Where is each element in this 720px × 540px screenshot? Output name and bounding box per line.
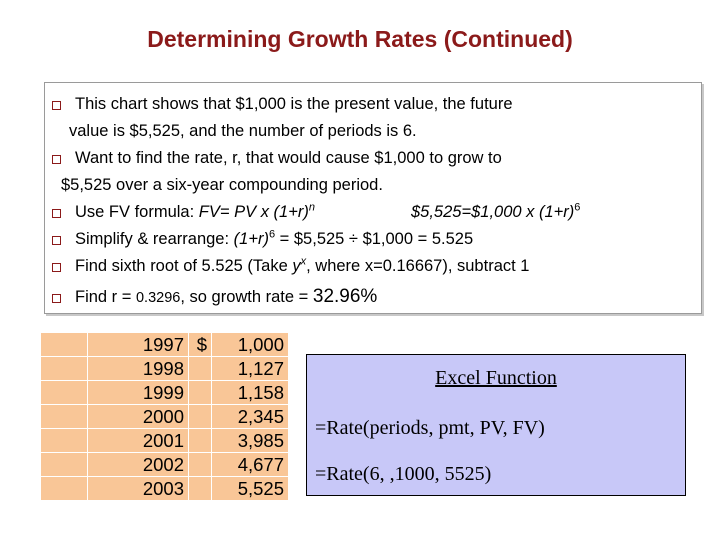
dollar-cell <box>188 476 212 501</box>
table-cell <box>40 380 88 405</box>
year-cell: 2001 <box>87 428 189 453</box>
growth-data-table: 1997 $ 1,000 1998 1,127 1999 1,158 2000 … <box>40 332 289 501</box>
bullet-3: Use FV formula: FV= PV x (1+r)n <box>75 201 315 222</box>
bullet-5-y: y <box>292 257 301 275</box>
table-cell <box>40 332 88 357</box>
dollar-cell <box>188 356 212 381</box>
bullet-4: Simplify & rearrange: (1+r)6 = $5,525 ÷ … <box>75 228 474 249</box>
value-cell: 3,985 <box>211 428 289 453</box>
rearranged-formula-exponent: 6 <box>268 228 276 241</box>
value-cell: 4,677 <box>211 452 289 477</box>
table-row: 2002 4,677 <box>40 452 289 477</box>
fv-example-exponent: 6 <box>574 201 581 214</box>
rate-example: =Rate(6, ,1000, 5525) <box>315 463 492 485</box>
bullet-5-rest: , where x=0.16667), subtract 1 <box>306 257 530 275</box>
bullet-3-prefix: Use FV formula: <box>75 203 199 221</box>
table-row: 2000 2,345 <box>40 404 289 429</box>
fv-formula: FV= PV x (1+r) <box>198 203 309 221</box>
table-row: 1997 $ 1,000 <box>40 332 289 357</box>
table-cell <box>40 404 88 429</box>
slide-title: Determining Growth Rates (Continued) <box>147 26 573 52</box>
value-cell: 2,345 <box>211 404 289 429</box>
dollar-cell <box>188 428 212 453</box>
bullet-5: Find sixth root of 5.525 (Take yx, where… <box>75 255 530 276</box>
year-cell: 1999 <box>87 380 189 405</box>
bullet-marker <box>52 294 61 303</box>
table-cell <box>40 476 88 501</box>
bullet-marker <box>52 209 61 218</box>
growth-rate-value: 32.96% <box>312 286 378 307</box>
year-cell: 2000 <box>87 404 189 429</box>
bullet-6-mid: , so growth rate = <box>180 288 313 306</box>
table-cell <box>40 428 88 453</box>
table-row: 2003 5,525 <box>40 476 289 501</box>
bullet-1-line-2: value is $5,525, and the number of perio… <box>69 122 417 140</box>
bullet-marker <box>52 236 61 245</box>
value-cell: 1,158 <box>211 380 289 405</box>
bullet-2-line-1: Want to find the rate, r, that would cau… <box>75 149 502 167</box>
bullet-5-x: x <box>300 255 307 268</box>
year-cell: 1998 <box>87 356 189 381</box>
bullet-6-prefix: Find r = <box>75 288 136 306</box>
bullet-2-line-2: $5,525 over a six-year compounding perio… <box>61 176 383 194</box>
table-cell <box>40 452 88 477</box>
fv-example: $5,525=$1,000 x (1+r) <box>411 203 575 221</box>
excel-function-box: Excel Function =Rate(periods, pmt, PV, F… <box>306 354 686 496</box>
bullet-marker <box>52 101 61 110</box>
year-cell: 1997 <box>87 332 189 357</box>
dollar-cell <box>188 404 212 429</box>
dollar-cell <box>188 452 212 477</box>
bullet-6-rate: 0.3296 <box>135 290 181 306</box>
rearranged-formula: (1+r) <box>233 230 269 248</box>
bullet-marker <box>52 155 61 164</box>
year-cell: 2003 <box>87 476 189 501</box>
value-cell: 1,127 <box>211 356 289 381</box>
bullet-marker <box>52 263 61 272</box>
value-cell: 5,525 <box>211 476 289 501</box>
bullet-1-line-1: This chart shows that $1,000 is the pres… <box>75 95 513 113</box>
dollar-cell: $ <box>188 332 212 357</box>
bullet-3-example: $5,525=$1,000 x (1+r)6 <box>411 201 581 222</box>
dollar-cell <box>188 380 212 405</box>
rate-syntax: =Rate(periods, pmt, PV, FV) <box>315 417 545 439</box>
table-row: 1998 1,127 <box>40 356 289 381</box>
year-cell: 2002 <box>87 452 189 477</box>
table-row: 2001 3,985 <box>40 428 289 453</box>
table-cell <box>40 356 88 381</box>
fv-formula-exponent: n <box>308 201 315 214</box>
bullet-4-prefix: Simplify & rearrange: <box>75 230 234 248</box>
table-row: 1999 1,158 <box>40 380 289 405</box>
excel-function-title: Excel Function <box>435 367 557 389</box>
bullet-6: Find r = 0.3296, so growth rate = 32.96% <box>75 286 377 308</box>
bullet-5-prefix: Find sixth root of 5.525 (Take <box>75 257 293 275</box>
bullet-4-rest: = $5,525 ÷ $1,000 = 5.525 <box>275 230 474 248</box>
bullet-box: This chart shows that $1,000 is the pres… <box>44 82 702 314</box>
value-cell: 1,000 <box>211 332 289 357</box>
